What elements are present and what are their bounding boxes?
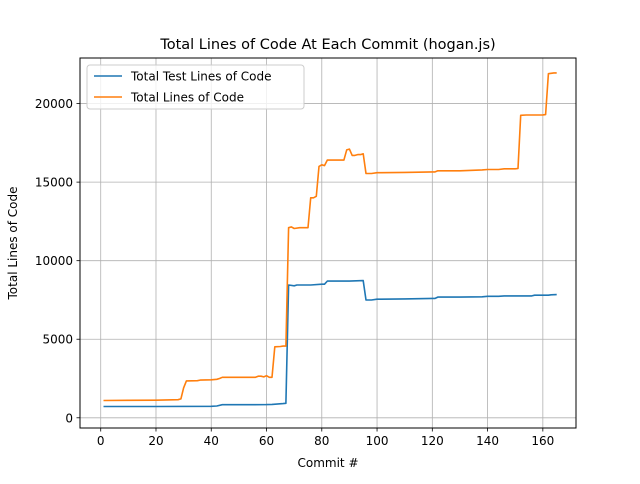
grid: [80, 58, 576, 428]
x-tick-label: 20: [148, 434, 163, 448]
x-tick-label: 0: [97, 434, 105, 448]
legend-label-test-lines: Total Test Lines of Code: [130, 70, 271, 84]
plot-frame: [79, 57, 577, 429]
x-tick-label: 40: [204, 434, 219, 448]
y-tick-label: 10000: [35, 254, 73, 268]
x-tick-label: 80: [314, 434, 329, 448]
legend-box: [86, 64, 305, 110]
y-tick-label: 15000: [35, 176, 73, 190]
y-tick-label: 20000: [35, 97, 73, 111]
legend-label-total-lines: Total Lines of Code: [130, 91, 244, 105]
x-tick-label: 60: [259, 434, 274, 448]
chart-title: Total Lines of Code At Each Commit (hoga…: [159, 37, 495, 53]
legend: Total Test Lines of Code Total Lines of …: [86, 64, 305, 110]
series-lines: [103, 72, 557, 408]
x-tick-label: 120: [421, 434, 444, 448]
axis-ticks: 0 20 40 60 80 100 120 140 160 0 5000 10000 15000 2000…: [35, 97, 554, 448]
series-line-test-lines: [103, 279, 557, 408]
y-tick-label: 0: [65, 411, 73, 425]
y-axis-label: Total Lines of Code: [6, 186, 20, 300]
series-line-total-lines: [103, 72, 557, 402]
x-tick-label: 160: [531, 434, 554, 448]
x-tick-label: 140: [476, 434, 499, 448]
y-tick-label: 5000: [42, 333, 73, 347]
x-tick-label: 100: [366, 434, 389, 448]
x-axis-label: Commit #: [297, 456, 358, 470]
